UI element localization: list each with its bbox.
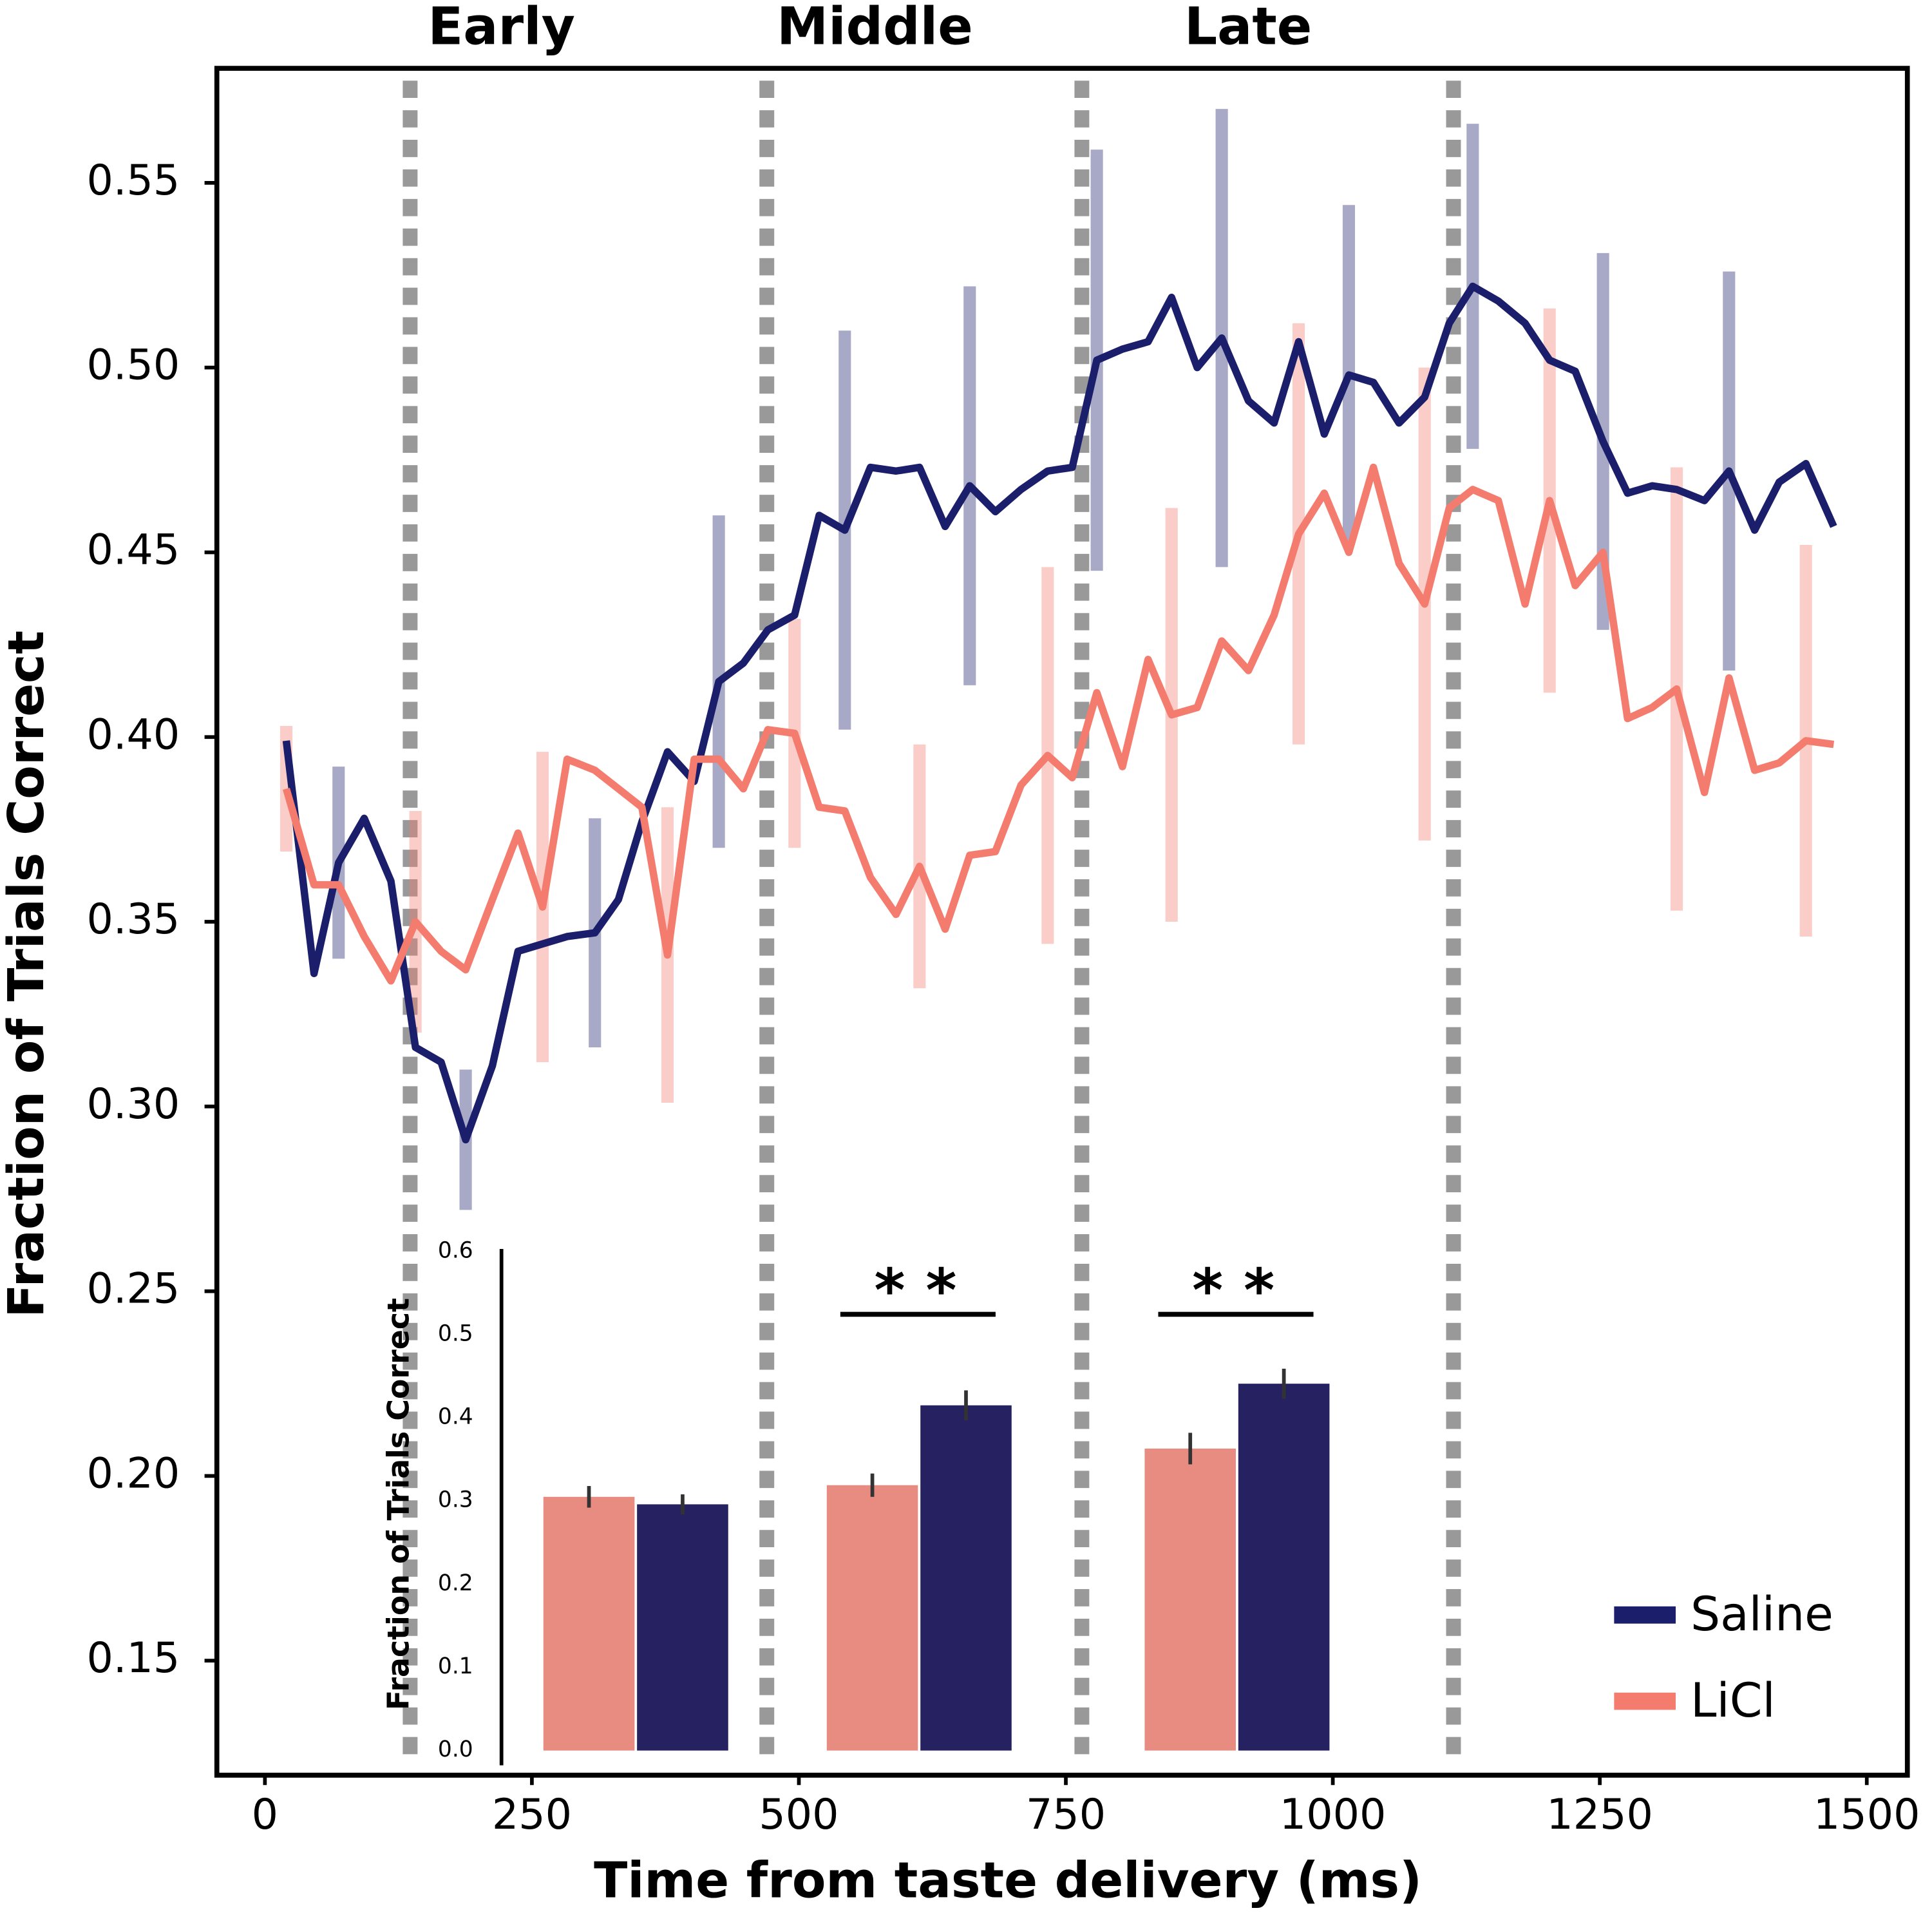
y-tick-label: 0.35: [86, 895, 180, 944]
series-line: [282, 282, 1837, 1144]
y-tick-label: 0.50: [86, 341, 180, 390]
inset-bar: [637, 1504, 728, 1751]
inset-bar: [1144, 1448, 1236, 1751]
x-tick-label: 1250: [1546, 1791, 1653, 1839]
legend-label: LiCl: [1690, 1674, 1776, 1728]
inset-bar: [543, 1496, 635, 1751]
x-tick-label: 1500: [1814, 1791, 1920, 1839]
x-tick-label: 500: [759, 1791, 838, 1839]
period-label: Late: [1184, 0, 1312, 57]
significance-stars: * *: [1192, 1256, 1274, 1325]
y-tick-label: 0.40: [86, 710, 180, 759]
inset-bar: [826, 1485, 918, 1751]
x-tick-label: 750: [1026, 1791, 1106, 1839]
x-axis-label: Time from taste delivery (ms): [594, 1852, 1422, 1909]
period-label: Early: [428, 0, 575, 57]
y-axis-label: Fraction of Trials Correct: [0, 631, 55, 1318]
inset-y-axis-label: Fraction of Trials Correct: [381, 1298, 415, 1710]
x-tick-label: 1000: [1280, 1791, 1387, 1839]
inset-y-tick-label: 0.1: [438, 1653, 473, 1679]
inset-bar: [920, 1405, 1012, 1751]
legend-label: Saline: [1690, 1588, 1833, 1642]
inset-y-tick-label: 0.6: [438, 1237, 473, 1263]
significance-stars: * *: [875, 1256, 957, 1325]
period-label: Middle: [777, 0, 973, 57]
y-tick-label: 0.55: [86, 157, 180, 205]
inset-y-tick-label: 0.2: [438, 1570, 473, 1596]
y-tick-label: 0.20: [86, 1449, 180, 1498]
inset-y-tick-label: 0.0: [438, 1737, 473, 1762]
inset-y-tick-label: 0.3: [438, 1487, 473, 1513]
y-tick-label: 0.25: [86, 1265, 180, 1313]
y-tick-label: 0.30: [86, 1080, 180, 1129]
x-tick-label: 0: [252, 1791, 278, 1839]
y-tick-label: 0.15: [86, 1634, 180, 1682]
inset-bar: [1238, 1384, 1330, 1751]
inset-y-tick-label: 0.4: [438, 1404, 473, 1430]
series-line: [283, 463, 1835, 985]
y-tick-label: 0.45: [86, 526, 180, 575]
inset-y-tick-label: 0.5: [438, 1320, 473, 1346]
x-tick-label: 250: [492, 1791, 572, 1839]
